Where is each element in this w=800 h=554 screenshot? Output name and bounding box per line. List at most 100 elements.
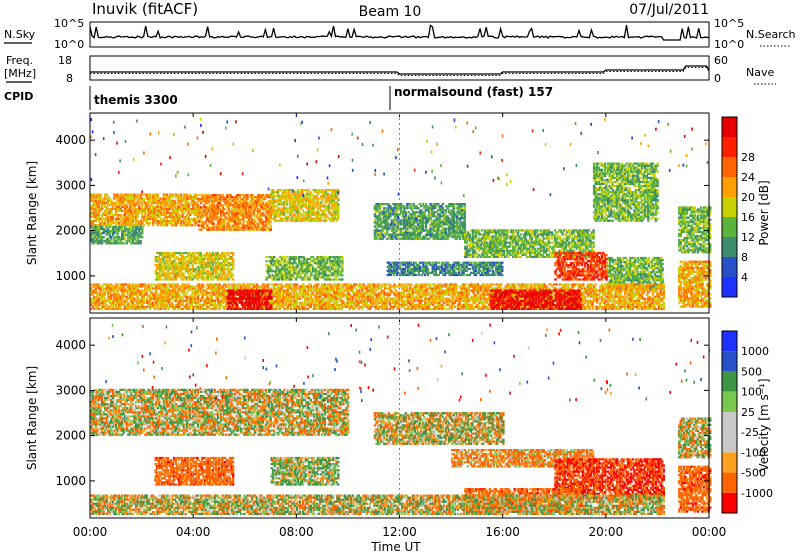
heatmap-cell <box>151 220 155 223</box>
heatmap-cell <box>524 251 527 254</box>
heatmap-cell <box>216 254 219 257</box>
heatmap-cell <box>134 203 138 206</box>
heatmap-cell <box>226 204 229 207</box>
heatmap-cell <box>290 272 293 275</box>
heatmap-cell <box>165 195 169 198</box>
heatmap-cell <box>423 229 426 232</box>
heatmap-cell <box>241 202 245 205</box>
heatmap-cell <box>276 195 280 198</box>
heatmap-cell <box>415 215 418 218</box>
heatmap-cell <box>381 237 384 240</box>
heatmap-cell <box>276 266 279 269</box>
heatmap-cell <box>155 193 158 196</box>
heatmap-cell <box>455 219 459 222</box>
heatmap-cell <box>530 249 533 252</box>
heatmap-cell <box>544 241 547 244</box>
heatmap-cell <box>322 262 325 265</box>
heatmap-cell <box>535 237 538 240</box>
heatmap-cell <box>426 271 430 274</box>
heatmap-cell <box>316 276 319 279</box>
heatmap-cell <box>124 209 127 212</box>
heatmap-cell <box>156 272 159 275</box>
heatmap-cell <box>184 193 187 196</box>
heatmap-cell <box>296 207 300 210</box>
heatmap-cell <box>237 224 240 227</box>
heatmap-cell <box>510 235 513 238</box>
heatmap-cell <box>175 224 178 227</box>
heatmap-cell <box>501 233 504 236</box>
heatmap-cell <box>303 219 306 222</box>
heatmap-cell <box>527 247 530 250</box>
heatmap-cell <box>592 245 595 248</box>
heatmap-cell <box>208 258 211 261</box>
heatmap-cell <box>151 207 155 210</box>
heatmap-cell <box>224 254 227 257</box>
heatmap-cell <box>289 193 292 196</box>
heatmap-cell <box>418 237 421 240</box>
heatmap-cell <box>434 225 437 228</box>
heatmap-cell <box>538 233 541 236</box>
heatmap-cell <box>512 235 515 238</box>
heatmap-cell <box>423 213 426 216</box>
heatmap-cell <box>99 218 102 221</box>
heatmap-cell <box>285 276 288 279</box>
heatmap-cell <box>153 218 156 221</box>
heatmap-cell <box>235 222 238 225</box>
heatmap-cell <box>399 267 402 270</box>
heatmap-cell <box>216 266 219 269</box>
heatmap-cell <box>420 209 423 212</box>
heatmap-cell <box>544 255 547 258</box>
heatmap-cell <box>290 262 293 265</box>
heatmap-cell <box>387 217 390 220</box>
heatmap-cell <box>324 207 328 210</box>
heatmap-cell <box>163 251 167 255</box>
heatmap-cell <box>255 210 258 213</box>
heatmap-cell <box>395 237 398 240</box>
heatmap-cell <box>160 264 164 267</box>
heatmap-cell <box>423 207 426 210</box>
heatmap-cell <box>400 203 403 206</box>
heatmap-cell <box>190 260 193 263</box>
heatmap-cell <box>544 249 547 252</box>
heatmap-cell <box>178 201 181 204</box>
heatmap-cell <box>147 193 150 196</box>
heatmap-cell <box>293 193 297 196</box>
heatmap-cell <box>586 233 589 236</box>
heatmap-cell <box>128 209 132 212</box>
heatmap-cell <box>96 227 99 231</box>
heatmap-cell <box>302 268 305 271</box>
heatmap-cell <box>139 232 142 235</box>
heatmap-cell <box>434 205 437 208</box>
heatmap-cell <box>393 221 397 224</box>
heatmap-cell <box>375 209 378 212</box>
heatmap-cell <box>378 233 381 236</box>
heatmap-cell <box>538 255 541 258</box>
heatmap-cell <box>250 222 254 225</box>
heatmap-cell <box>225 260 229 263</box>
heatmap-cell <box>307 258 310 261</box>
heatmap-cell <box>320 197 323 200</box>
heatmap-cell <box>553 237 557 240</box>
heatmap-cell <box>522 247 526 250</box>
heatmap-cell <box>114 211 118 215</box>
heatmap-cell <box>212 200 215 203</box>
heatmap-cell <box>297 256 301 259</box>
heatmap-cell <box>452 209 455 212</box>
heatmap-cell <box>155 197 158 200</box>
heatmap-cell <box>208 264 211 267</box>
heatmap-cell <box>473 269 476 272</box>
heatmap-cell <box>314 270 318 273</box>
heatmap-cell <box>185 199 189 202</box>
heatmap-cell <box>204 256 207 259</box>
heatmap-cell <box>282 266 285 269</box>
heatmap-cell <box>190 224 193 227</box>
heatmap-cell <box>512 237 515 240</box>
heatmap-cell <box>309 191 312 194</box>
heatmap-cell <box>546 231 549 234</box>
heatmap-cell <box>424 233 428 236</box>
heatmap-cell <box>484 229 487 232</box>
heatmap-cell <box>257 226 260 229</box>
heatmap-cell <box>463 225 466 228</box>
heatmap-cell <box>513 247 516 250</box>
heatmap-cell <box>516 243 519 246</box>
